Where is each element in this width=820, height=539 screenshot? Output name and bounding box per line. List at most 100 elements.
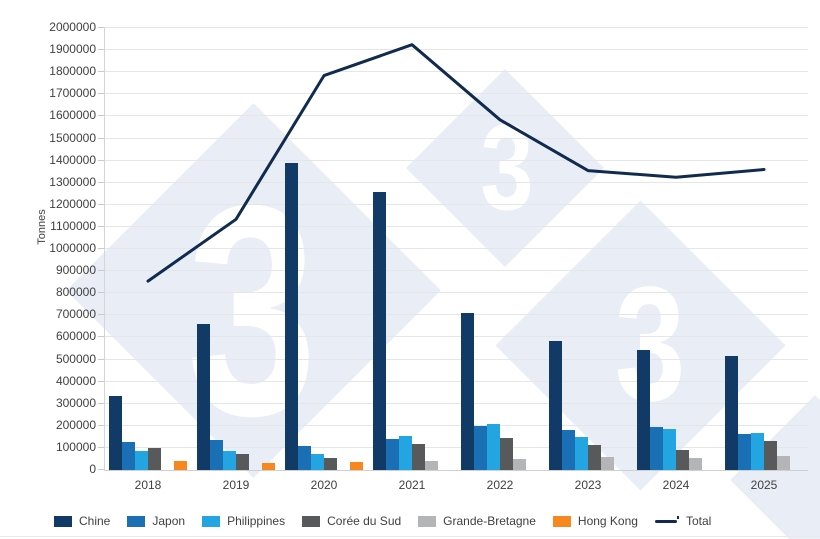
legend-label: Hong Kong — [577, 514, 638, 528]
bar-Philippines-2018 — [135, 451, 148, 470]
y-axis-tick — [98, 182, 104, 183]
y-axis-tick — [98, 138, 104, 139]
bar-Corée du Sud-2025 — [764, 441, 777, 470]
gridline — [104, 27, 808, 28]
x-label-2018: 2018 — [134, 478, 162, 492]
x-label-2022: 2022 — [486, 478, 514, 492]
bar-Hong Kong-2018 — [174, 461, 187, 470]
gridline — [104, 93, 808, 94]
bar-Grande-Bretagne-2022 — [513, 459, 526, 470]
gridline — [104, 447, 808, 448]
bar-Chine-2023 — [549, 340, 562, 470]
bar-Japon-2025 — [738, 433, 751, 470]
gridline — [104, 381, 808, 382]
y-axis-tick — [98, 447, 104, 448]
x-label-2024: 2024 — [662, 478, 690, 492]
bar-Japon-2023 — [562, 430, 575, 470]
legend-item-Total: Total — [654, 514, 711, 528]
watermark-3-glyph: 3 — [614, 251, 686, 435]
x-label-2020: 2020 — [310, 478, 338, 492]
y-axis-tick — [98, 93, 104, 94]
y-tick-label: 400000 — [55, 374, 96, 388]
x-label-2023: 2023 — [574, 478, 602, 492]
y-axis-tick — [98, 71, 104, 72]
legend: Chine Japon Philippines Corée du Sud Grande-… — [54, 508, 820, 534]
y-axis-tick — [98, 425, 104, 426]
x-label-2021: 2021 — [398, 478, 426, 492]
gridline — [104, 292, 808, 293]
y-axis-line — [104, 27, 105, 470]
y-axis-tick — [98, 381, 104, 382]
legend-swatch-icon — [202, 515, 221, 527]
y-tick-label: 1000000 — [49, 241, 96, 255]
x-label-2025: 2025 — [750, 478, 778, 492]
gridline — [104, 138, 808, 139]
bottom-divider — [0, 536, 820, 537]
y-tick-label: 200000 — [55, 418, 96, 432]
bar-Grande-Bretagne-2025 — [777, 455, 790, 470]
legend-item-Hong Kong: Hong Kong — [552, 514, 638, 528]
y-axis-tick — [98, 204, 104, 205]
legend-swatch-icon — [127, 515, 146, 527]
y-axis-tick — [98, 27, 104, 28]
legend-label: Corée du Sud — [327, 514, 402, 528]
bar-Grande-Bretagne-2021 — [425, 461, 438, 470]
y-tick-label: 700000 — [55, 307, 96, 321]
y-axis-tick — [98, 359, 104, 360]
x-label-2019: 2019 — [222, 478, 250, 492]
gridline — [104, 314, 808, 315]
legend-line-icon — [654, 516, 679, 526]
total-line-path — [146, 43, 766, 283]
y-tick-label: 1200000 — [49, 197, 96, 211]
bar-Philippines-2022 — [487, 423, 500, 470]
y-tick-label: 800000 — [55, 285, 96, 299]
y-tick-label: 100000 — [55, 440, 96, 454]
y-tick-label: 1400000 — [49, 153, 96, 167]
bar-Chine-2022 — [461, 313, 474, 470]
legend-swatch-icon — [54, 515, 72, 527]
bar-Grande-Bretagne-2024 — [689, 457, 702, 470]
y-tick-label: 300000 — [55, 396, 96, 410]
bar-Chine-2018 — [109, 396, 122, 470]
y-tick-label: 1700000 — [49, 86, 96, 100]
bar-Japon-2021 — [386, 439, 399, 470]
y-axis-tick — [98, 314, 104, 315]
bar-Grande-Bretagne-2023 — [601, 456, 614, 470]
y-axis-tick — [98, 160, 104, 161]
bar-Japon-2019 — [210, 440, 223, 470]
bar-Japon-2018 — [122, 442, 135, 470]
legend-swatch-icon — [302, 515, 321, 527]
y-tick-label: 1500000 — [49, 131, 96, 145]
bar-Philippines-2020 — [311, 453, 324, 470]
bar-Corée du Sud-2024 — [676, 450, 689, 470]
bar-Corée du Sud-2022 — [500, 438, 513, 470]
legend-item-Corée du Sud: Corée du Sud — [302, 514, 401, 528]
y-tick-label: 1300000 — [49, 175, 96, 189]
bar-Corée du Sud-2019 — [236, 453, 249, 470]
y-tick-label: 1100000 — [50, 219, 96, 233]
y-tick-label: 0 — [89, 462, 96, 476]
bar-Philippines-2024 — [663, 429, 676, 470]
legend-label: Japon — [152, 514, 186, 528]
bar-Philippines-2023 — [575, 436, 588, 470]
bar-Japon-2024 — [650, 427, 663, 470]
legend-label: Philippines — [227, 514, 286, 528]
y-axis-tick — [98, 248, 104, 249]
gridline — [104, 403, 808, 404]
gridline — [104, 226, 808, 227]
legend-swatch-icon — [418, 515, 437, 527]
y-axis-tick — [98, 115, 104, 116]
bar-Philippines-2025 — [751, 432, 764, 470]
y-axis-tick — [98, 403, 104, 404]
legend-item-Grande-Bretagne: Grande-Bretagne — [418, 514, 536, 528]
bar-Chine-2020 — [285, 162, 298, 470]
bar-Japon-2022 — [474, 425, 487, 470]
legend-item-Japon: Japon — [127, 514, 185, 528]
bar-Chine-2021 — [373, 191, 386, 470]
y-tick-label: 500000 — [55, 352, 96, 366]
legend-label: Chine — [79, 514, 111, 528]
gridline — [104, 71, 808, 72]
y-axis-tick — [98, 226, 104, 227]
